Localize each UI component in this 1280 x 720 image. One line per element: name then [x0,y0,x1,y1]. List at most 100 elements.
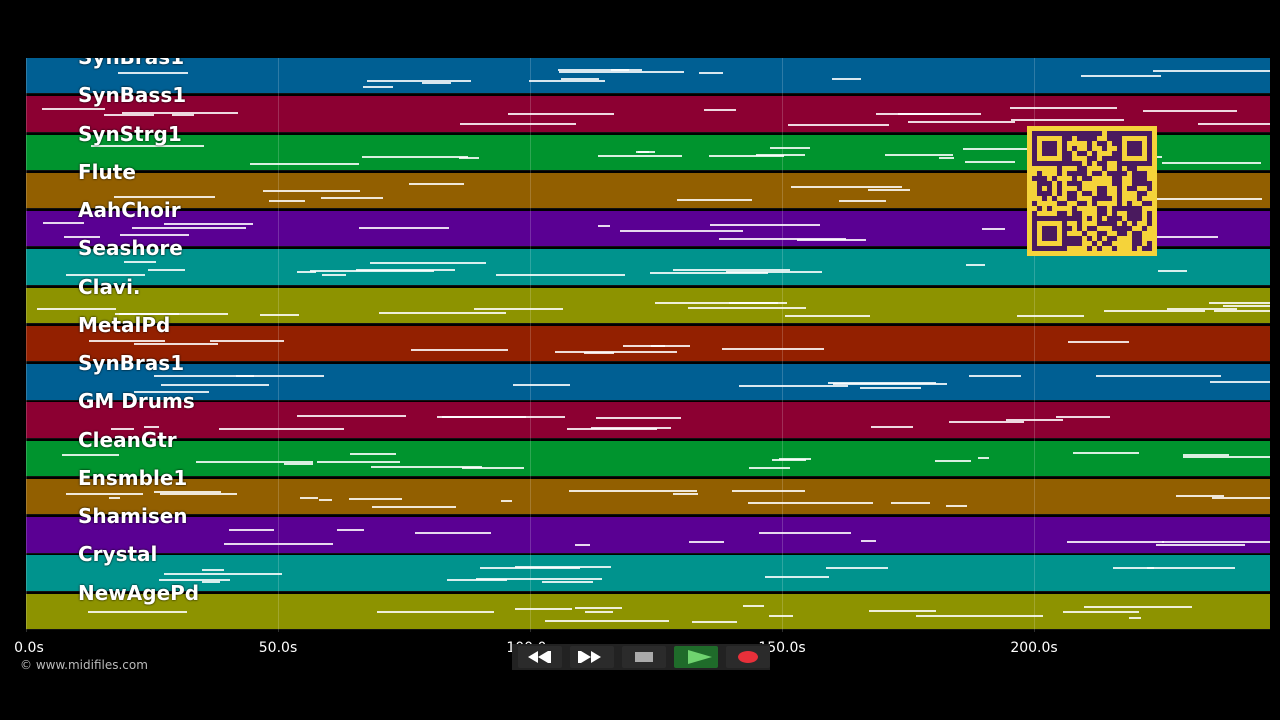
midi-note [196,461,313,464]
midi-note [771,459,806,462]
midi-note [778,458,812,461]
midi-note [1112,566,1155,569]
midi-note [160,492,237,495]
transport-controls [512,644,770,670]
track-label: SynStrg1 [78,121,182,146]
midi-note [164,223,253,226]
midi-note [890,502,931,505]
midi-note [36,308,117,311]
midi-note [458,157,479,160]
track-lane [26,325,1270,363]
midi-note [133,391,209,394]
midi-note [514,566,611,569]
midi-note [1128,617,1142,620]
midi-note [475,577,603,580]
track-label: CleanGtr [78,427,177,452]
midi-note [1209,301,1270,304]
track-label: Shamisen [78,504,188,529]
record-icon [738,651,758,663]
midi-note [655,302,778,305]
record-button[interactable] [726,646,770,668]
midi-note [597,225,611,228]
midi-note [1080,75,1162,78]
midi-note [637,151,655,154]
midi-note [513,383,570,386]
midi-note [908,121,1015,124]
midi-note [158,579,231,582]
midi-note [542,580,594,583]
midi-note [337,529,364,532]
midi-note [1062,610,1140,613]
midi-note [479,567,581,570]
midi-note [460,122,576,125]
midi-note [119,312,229,315]
midi-note [949,421,1024,424]
midi-note [201,581,221,584]
midi-note [689,541,724,544]
midi-note [860,387,921,390]
stop-icon [635,652,653,662]
midi-note [437,415,565,418]
track-lane [26,364,1270,401]
midi-note [650,271,769,274]
time-gridline [278,58,279,632]
midi-note [143,426,160,429]
midi-note [462,467,524,470]
midi-note [1104,309,1206,312]
midi-note [501,500,513,503]
midi-note [362,85,394,88]
midi-note [1182,455,1270,458]
track-label: Seashore [78,236,183,261]
midi-note [1146,567,1235,570]
midi-note [320,197,383,200]
midi-note [969,374,1022,377]
midi-note [1161,161,1262,164]
stop-button[interactable] [622,646,666,668]
midi-note [748,502,873,505]
midi-note [1223,305,1270,308]
midi-note [1213,309,1270,312]
time-tick-label: 50.0s [258,640,298,656]
midi-note [508,113,614,116]
midi-note [860,539,877,542]
track-lane [26,517,1270,554]
midi-note [87,610,187,613]
midi-note [296,271,316,274]
midi-note [867,188,910,191]
midi-note [372,505,457,508]
midi-note [688,306,807,309]
play-icon [688,650,712,664]
midi-note [153,375,255,377]
midi-note [673,492,698,495]
midi-note [567,428,658,431]
midi-note [704,108,736,111]
midi-note [1067,540,1165,543]
rewind-button[interactable] [518,646,562,668]
midi-note [111,427,135,430]
time-tick-label: 200.0s [1010,640,1058,656]
midi-note [569,490,697,493]
midi-note [875,112,981,115]
midi-note [785,314,871,317]
midi-note [1009,107,1118,110]
midi-note [42,108,105,110]
fast-forward-button[interactable] [570,646,614,668]
midi-note [790,185,903,188]
midi-note [133,343,218,346]
midi-note [90,144,204,147]
midi-note [297,414,406,417]
midi-note [1175,495,1224,498]
midi-note [319,498,333,501]
midi-note [349,497,402,500]
midi-note [765,575,830,578]
track-label: SynBras1 [78,351,185,376]
track-label: Flute [78,159,136,184]
midi-note [575,607,622,610]
midi-note [620,229,743,232]
midi-note [316,460,401,463]
midi-note [414,532,491,535]
midi-note [529,80,606,83]
play-button[interactable] [674,646,718,668]
midi-note [1072,451,1140,454]
track-label: SynBras1 [78,58,184,69]
